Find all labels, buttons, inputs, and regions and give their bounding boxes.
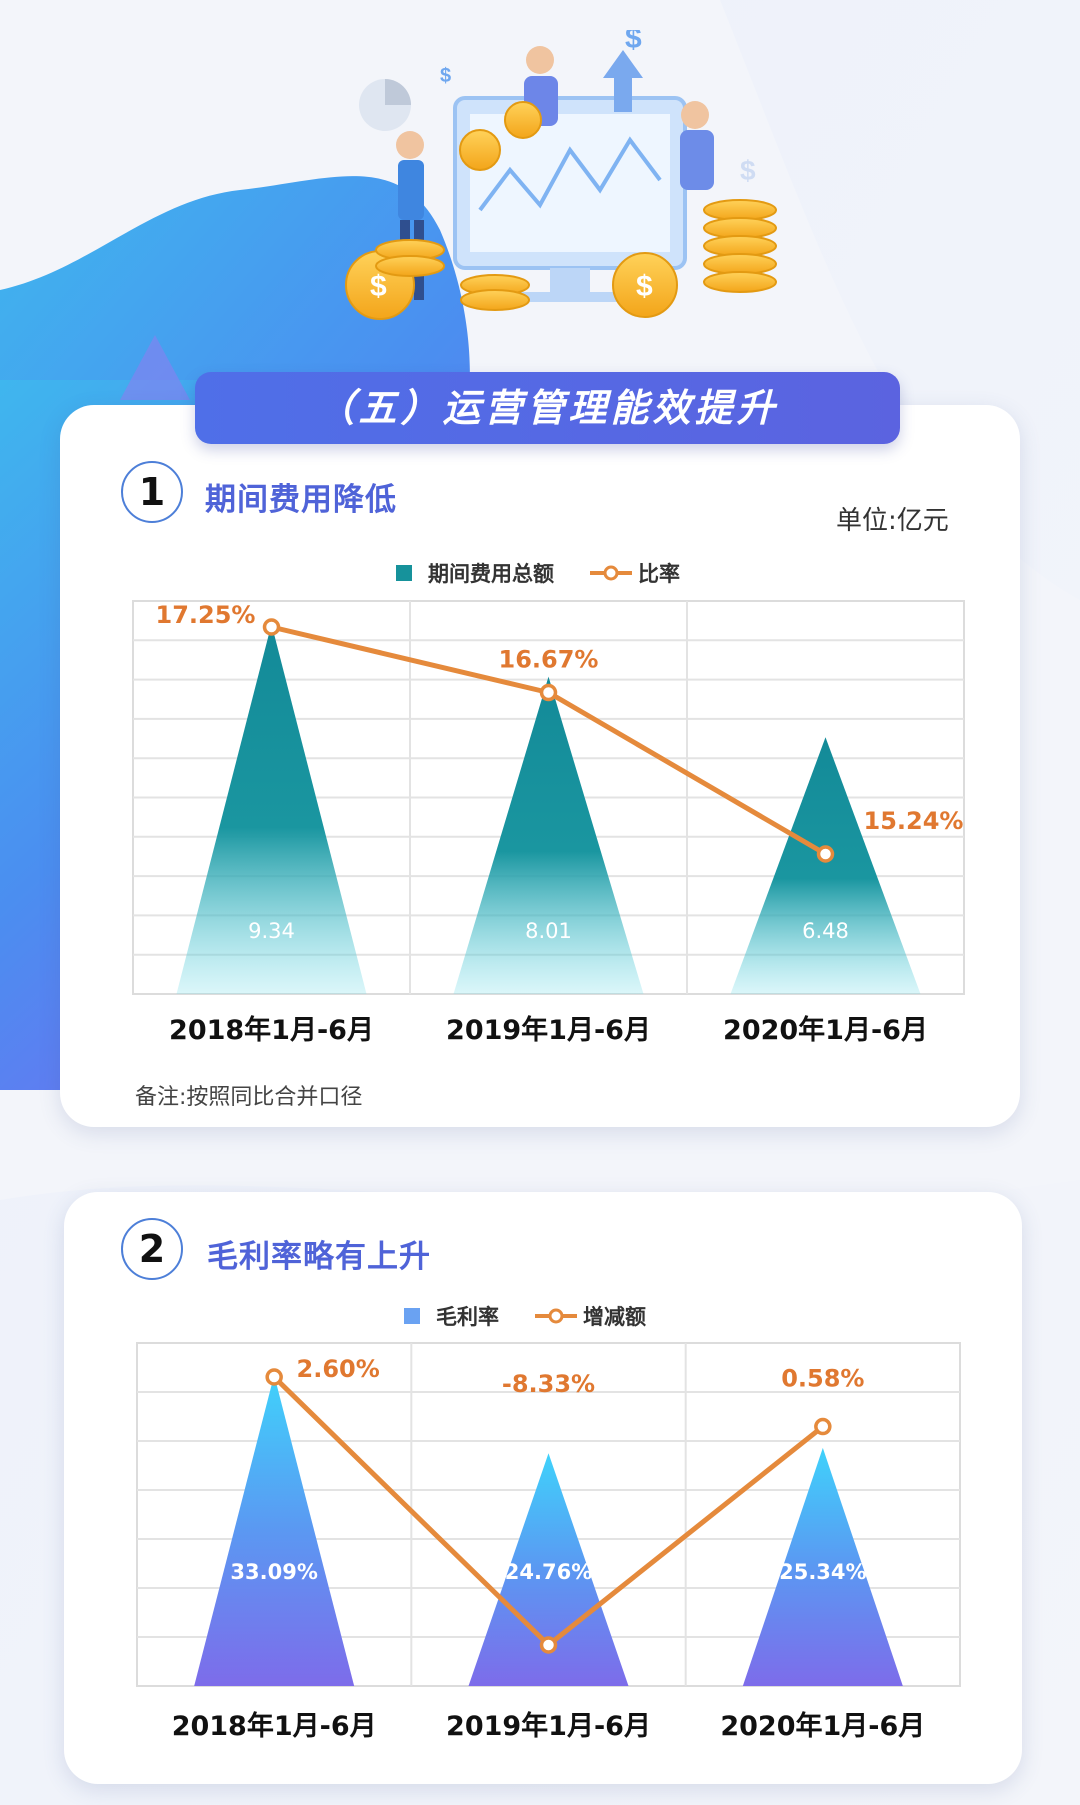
section1-number: 1 [121,461,183,523]
legend-line-swatch [590,565,632,581]
bar-value-label: 24.76% [505,1560,592,1584]
svg-text:$: $ [440,65,451,87]
bar-mark [194,1375,355,1686]
line-value-label: 17.25% [156,601,256,629]
legend-bar-label: 毛利率 [436,1305,499,1329]
expense-chart: 9.34 2018年1月-6月 8.01 2019年1月-6月 6.48 2020年1月-… [132,600,965,1046]
line-value-label: 16.67% [499,646,599,674]
category-label: 2019年1月-6月 [446,1014,651,1046]
line-value-label: -8.33% [502,1370,595,1398]
line-value-label: 15.24% [864,807,964,835]
category-label: 2018年1月-6月 [169,1014,374,1046]
bar-value-label: 6.48 [802,919,849,943]
hero-illustration: $ $ $ $ $ [345,30,777,320]
category-label: 2018年1月-6月 [172,1710,377,1742]
line-point [262,618,281,636]
legend-bar-label: 期间费用总额 [428,562,554,586]
line-value-label: 0.58% [781,1365,864,1393]
chart1-note: 备注:按照同比合并口径 [135,1085,363,1110]
svg-text:$: $ [625,30,642,55]
category-label: 2020年1月-6月 [723,1014,928,1046]
section1-title: 期间费用降低 [205,482,397,518]
legend-bar-swatch [396,565,412,581]
category-label: 2019年1月-6月 [446,1710,651,1742]
legend-line-swatch [535,1308,577,1324]
line-point [816,845,835,863]
line-point [539,1636,558,1654]
line-point [265,1368,283,1386]
svg-text:$: $ [370,270,387,303]
legend-line-label: 增减额 [583,1305,646,1329]
bar-mark [742,1447,903,1686]
bar-mark [176,624,367,994]
svg-text:$: $ [636,270,653,303]
legend-line-label: 比率 [638,562,680,586]
bar-mark [730,737,921,994]
bar-value-label: 8.01 [525,919,572,943]
bar-mark [453,676,644,994]
section2-title: 毛利率略有上升 [207,1239,431,1275]
bar-value-label: 9.34 [248,919,295,943]
chart1-legend: 期间费用总额 比率 [396,558,716,588]
line-point [539,683,558,702]
bar-mark [468,1453,629,1686]
category-label: 2020年1月-6月 [720,1710,925,1742]
legend-bar-swatch [404,1308,420,1324]
section-banner: （五）运营管理能效提升 [195,372,900,444]
bar-value-label: 25.34% [779,1560,866,1584]
chart2-legend: 毛利率 增减额 [404,1301,682,1331]
bar-value-label: 33.09% [230,1560,317,1584]
line-value-label: 2.60% [297,1355,380,1383]
unit-label: 单位:亿元 [836,506,949,536]
svg-text:$: $ [740,155,756,186]
section2-number: 2 [121,1218,183,1280]
line-point [814,1417,832,1436]
